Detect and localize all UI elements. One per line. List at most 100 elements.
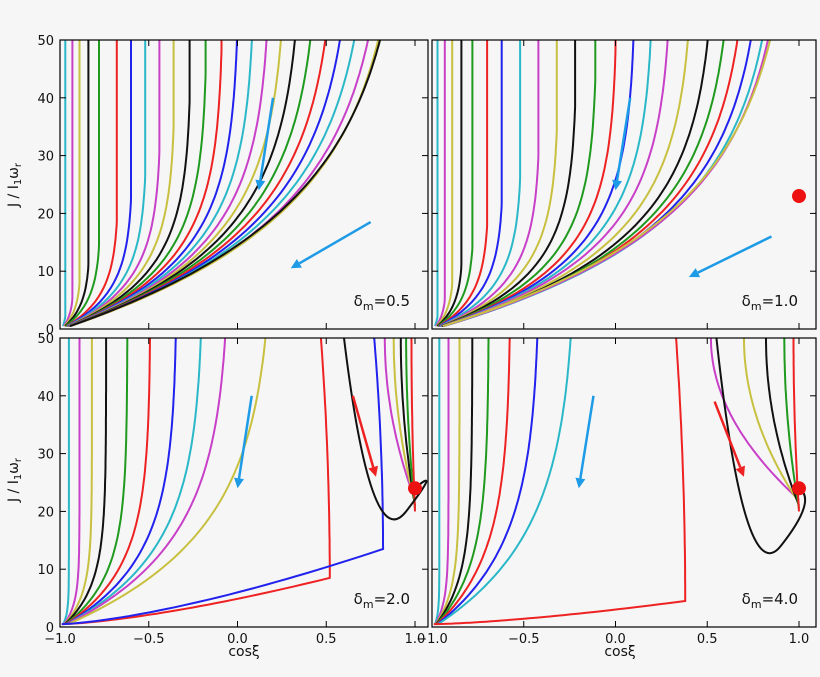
flow-arrow-head — [575, 477, 586, 489]
y-axis-label-bottom: J / I1ωr — [6, 457, 24, 503]
x-tick-label: −1.0 — [44, 632, 76, 647]
series-line — [440, 40, 558, 328]
flow-arrow-head — [735, 465, 745, 477]
series-line — [63, 40, 74, 327]
series-line — [441, 40, 577, 328]
series-line — [68, 40, 223, 328]
x-tick-label: 0.0 — [605, 632, 626, 647]
series-line — [442, 40, 617, 328]
panel-2: δm=1.0 — [431, 39, 817, 330]
panel-delta-label: δm=2.0 — [354, 590, 410, 611]
y-tick-label: 10 — [37, 563, 54, 578]
series-line — [441, 40, 597, 328]
series-line — [69, 40, 268, 328]
series-line — [64, 40, 90, 327]
x-tick-label: −1.0 — [416, 632, 448, 647]
y-tick-label: 50 — [37, 34, 54, 49]
series-line — [69, 40, 312, 328]
flow-arrow-head — [612, 179, 623, 191]
series-line — [399, 338, 416, 506]
series-line — [743, 338, 800, 504]
x-axis-label-right: cosξ — [604, 644, 635, 660]
panel-delta-label: δm=4.0 — [742, 590, 798, 611]
series-line — [437, 40, 474, 327]
flow-arrow — [351, 395, 375, 468]
fixed-point-marker — [408, 481, 422, 496]
x-tick-label: −0.5 — [133, 632, 165, 647]
flow-arrow-head — [368, 465, 379, 477]
flow-arrow — [615, 97, 632, 181]
plot-frame — [59, 337, 429, 628]
series-line — [61, 338, 385, 626]
series-line — [435, 40, 446, 327]
series-line — [442, 40, 772, 328]
y-tick-label: 50 — [37, 332, 54, 347]
y-tick-label: 20 — [37, 505, 54, 520]
y-tick-label: 40 — [37, 390, 54, 405]
series-line — [442, 40, 669, 328]
y-axis-label-top: J / I1ωr — [6, 162, 24, 208]
y-tick-label: 10 — [37, 265, 54, 280]
series-line — [63, 338, 93, 625]
series-line — [66, 338, 202, 625]
series-line — [66, 40, 118, 327]
flow-arrow-head — [290, 258, 302, 269]
series-line — [383, 338, 416, 501]
series-line — [69, 40, 341, 328]
series-line — [68, 40, 238, 328]
series-line — [709, 338, 800, 501]
series-line — [69, 40, 381, 328]
plot-frame — [431, 39, 817, 330]
series-line — [438, 40, 503, 327]
series-line — [63, 40, 81, 327]
series-line — [67, 338, 267, 626]
y-tick-label: 0 — [46, 323, 54, 338]
series-line — [435, 338, 490, 625]
series-line — [65, 40, 100, 327]
x-tick-label: 0.0 — [227, 632, 248, 647]
flow-arrow — [237, 395, 253, 479]
series-line — [67, 40, 161, 327]
plot-frame — [59, 39, 429, 330]
flow-arrow-head — [255, 179, 266, 191]
fixed-point-marker — [792, 481, 806, 496]
series-line — [433, 338, 687, 626]
series-line — [68, 40, 191, 328]
series-line — [434, 338, 450, 625]
panel-1: 0 10 20 30 40 50 δm=0.5 — [37, 34, 429, 338]
series-line — [437, 338, 572, 625]
series-line — [436, 40, 454, 327]
panel-delta-label: δm=0.5 — [354, 292, 410, 313]
plot-frame — [431, 337, 817, 628]
series-line — [442, 40, 689, 328]
panel-4: −1.0 −0.5 0.0 0.5 1.0 δm=4.0 — [416, 337, 817, 647]
series-line — [436, 338, 511, 625]
series-line — [435, 338, 461, 625]
series-line — [442, 40, 652, 328]
x-tick-label: 1.0 — [405, 632, 426, 647]
fixed-point-marker — [792, 189, 806, 204]
x-axis-label-left: cosξ — [228, 644, 259, 660]
series-line — [62, 40, 67, 327]
flow-arrow — [697, 235, 773, 274]
flow-arrow-head — [234, 477, 244, 489]
series-line — [62, 338, 70, 625]
series-line — [66, 338, 177, 625]
series-line — [68, 40, 207, 328]
plot-background — [60, 40, 428, 329]
panel-3: −1.0 −0.5 0.0 0.5 1.0 0 10 20 30 40 50 δm=2.0 — [37, 332, 429, 647]
series-line — [783, 338, 800, 509]
series-line — [435, 338, 474, 625]
y-tick-label: 0 — [46, 621, 54, 636]
series-line — [69, 40, 282, 328]
x-tick-label: 0.5 — [697, 632, 718, 647]
x-tick-label: 0.5 — [316, 632, 337, 647]
x-tick-label: −0.5 — [508, 632, 540, 647]
series-line — [66, 40, 132, 327]
series-line — [67, 338, 227, 625]
panel-delta-label: δm=1.0 — [742, 292, 798, 313]
series-line — [434, 40, 439, 327]
separatrix-loop — [343, 338, 428, 521]
y-tick-label: 40 — [37, 92, 54, 107]
